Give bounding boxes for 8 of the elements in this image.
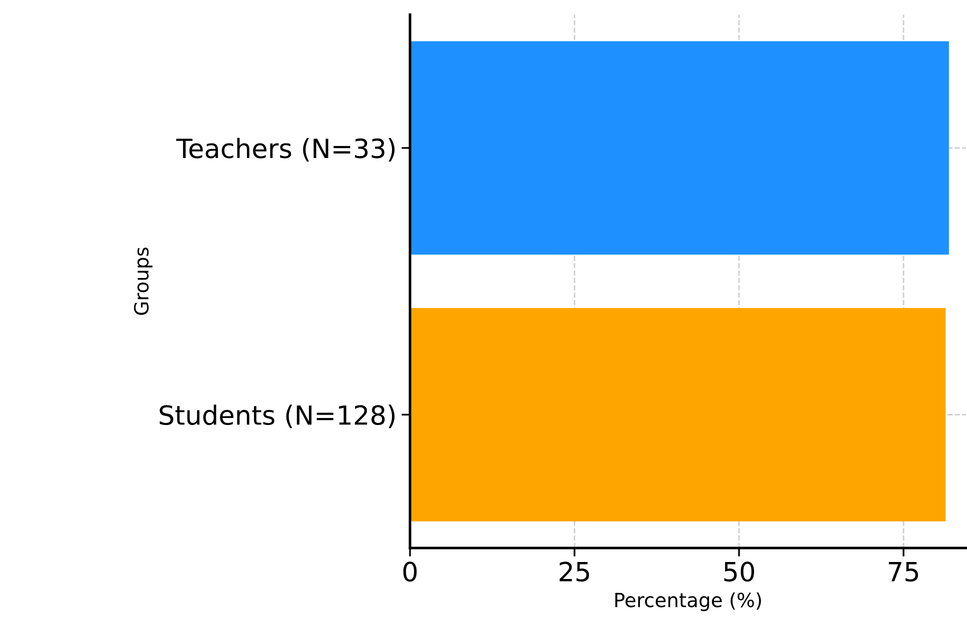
y-tick-label: Teachers (N=33) (176, 138, 395, 162)
x-axis-title: Percentage (%) (615, 592, 761, 612)
y-axis-title: Groups (134, 248, 152, 315)
x-tick-label: 0 (403, 562, 417, 582)
x-tick-label: 50 (724, 562, 754, 582)
x-tick-label: 25 (560, 562, 589, 582)
y-tick-label: Students (N=128) (160, 404, 395, 428)
x-tick-label: 75 (888, 562, 918, 582)
